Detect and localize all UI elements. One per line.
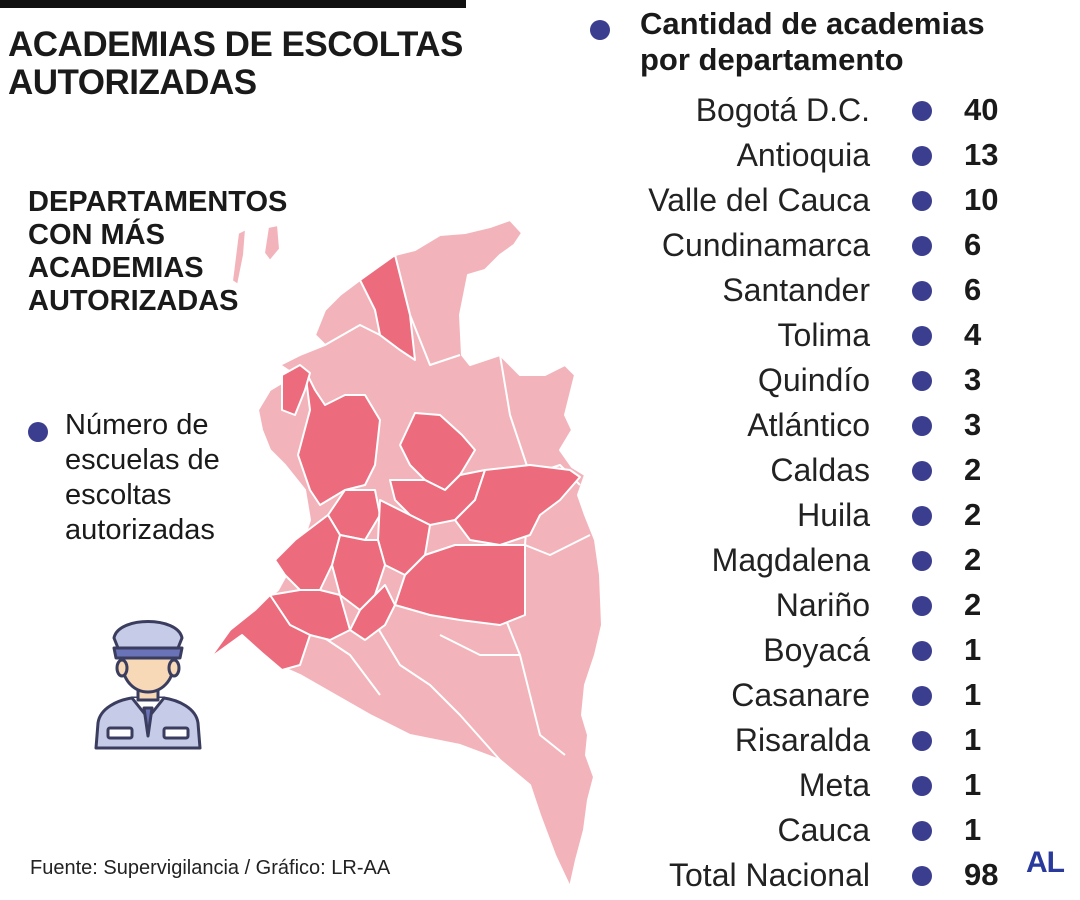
department-count: 2 (964, 587, 982, 622)
legend-text: Número de escuelas de escoltas autorizad… (65, 409, 220, 546)
region-atlantico-magdalena (359, 254, 416, 361)
list-item: Huila 2 (560, 493, 1020, 538)
department-count: 3 (964, 407, 982, 442)
brand-logo: AL (1026, 846, 1065, 879)
row-dot-icon (912, 236, 932, 256)
header-dot-icon (590, 20, 610, 40)
page-title: ACADEMIAS DE ESCOLTAS AUTORIZADAS (8, 25, 463, 102)
legend-dot-icon (28, 422, 48, 442)
list-item: Nariño 2 (560, 583, 1020, 628)
list-item: Antioquia 13 (560, 133, 1020, 178)
list-item: Cauca 1 (560, 808, 1020, 853)
department-count: 1 (964, 767, 982, 802)
department-name: Magdalena (711, 542, 870, 578)
department-name: Cauca (777, 812, 871, 848)
colombia-map (209, 219, 603, 888)
department-count: 1 (964, 632, 982, 667)
department-name: Meta (798, 767, 870, 803)
department-count: 2 (964, 497, 982, 532)
department-name: Total Nacional (669, 857, 870, 893)
list-item: Magdalena 2 (560, 538, 1020, 583)
list-item: Boyacá 1 (560, 628, 1020, 673)
department-name: Atlántico (747, 407, 870, 443)
list-item: Quindío 3 (560, 358, 1020, 403)
department-count: 40 (964, 92, 999, 127)
department-count: 4 (964, 317, 982, 352)
island-san-andres (231, 228, 247, 286)
department-count: 1 (964, 677, 982, 712)
list-item: Valle del Cauca 10 (560, 178, 1020, 223)
row-dot-icon (912, 281, 932, 301)
list-item: Cundinamarca 6 (560, 223, 1020, 268)
list-item: Atlántico 3 (560, 403, 1020, 448)
list-item: Bogotá D.C. 40 (560, 88, 1020, 133)
row-dot-icon (912, 731, 932, 751)
row-dot-icon (912, 191, 932, 211)
row-dot-icon (912, 101, 932, 121)
department-name: Boyacá (763, 632, 870, 668)
list-item: Total Nacional 98 (560, 853, 1020, 898)
row-dot-icon (912, 146, 932, 166)
list-item: Caldas 2 (560, 448, 1020, 493)
department-count: 98 (964, 857, 999, 892)
source-note: Fuente: Supervigilancia / Gráfico: LR-AA (30, 857, 391, 879)
region-meta (394, 544, 526, 626)
department-name: Casanare (731, 677, 870, 713)
department-name: Valle del Cauca (648, 182, 870, 218)
row-dot-icon (912, 596, 932, 616)
region-narino (209, 594, 311, 671)
list-item: Casanare 1 (560, 673, 1020, 718)
row-dot-icon (912, 821, 932, 841)
department-name: Caldas (770, 452, 870, 488)
list-item: Risaralda 1 (560, 718, 1020, 763)
region-huila (349, 584, 396, 641)
region-antioquia (297, 369, 381, 506)
security-guard-icon (94, 620, 202, 750)
department-count: 1 (964, 812, 982, 847)
department-name: Tolima (777, 317, 870, 353)
department-name: Cundinamarca (661, 227, 870, 263)
region-uraba (281, 364, 311, 416)
map-legend: Número de escuelas de escoltas autorizad… (28, 408, 258, 548)
department-count: 3 (964, 362, 982, 397)
department-name: Santander (722, 272, 870, 308)
department-name: Bogotá D.C. (695, 92, 870, 128)
list-item: Meta 1 (560, 763, 1020, 808)
department-name: Nariño (775, 587, 870, 623)
row-dot-icon (912, 551, 932, 571)
list-item: Santander 6 (560, 268, 1020, 313)
department-count: 1 (964, 722, 982, 757)
row-dot-icon (912, 326, 932, 346)
row-dot-icon (912, 371, 932, 391)
row-dot-icon (912, 776, 932, 796)
row-dot-icon (912, 416, 932, 436)
top-rule (0, 0, 466, 8)
row-dot-icon (912, 686, 932, 706)
department-count: 6 (964, 227, 982, 262)
list-title: Cantidad de academias por departamento (640, 6, 985, 77)
department-count: 2 (964, 452, 982, 487)
row-dot-icon (912, 641, 932, 661)
department-count: 6 (964, 272, 982, 307)
row-dot-icon (912, 866, 932, 886)
row-dot-icon (912, 506, 932, 526)
department-name: Antioquia (736, 137, 870, 173)
department-count: 13 (964, 137, 999, 172)
department-name: Risaralda (734, 722, 870, 758)
row-dot-icon (912, 461, 932, 481)
department-name: Quindío (757, 362, 870, 398)
department-count: 2 (964, 542, 982, 577)
department-count: 10 (964, 182, 999, 217)
department-list: Bogotá D.C. 40 Antioquia 13 Valle del Cauca 1… (560, 88, 1020, 898)
department-name: Huila (797, 497, 870, 533)
map-subtitle: DEPARTAMENTOS CON MÁS ACADEMIAS AUTORIZA… (28, 186, 288, 317)
island-providencia (263, 224, 281, 262)
list-item: Tolima 4 (560, 313, 1020, 358)
